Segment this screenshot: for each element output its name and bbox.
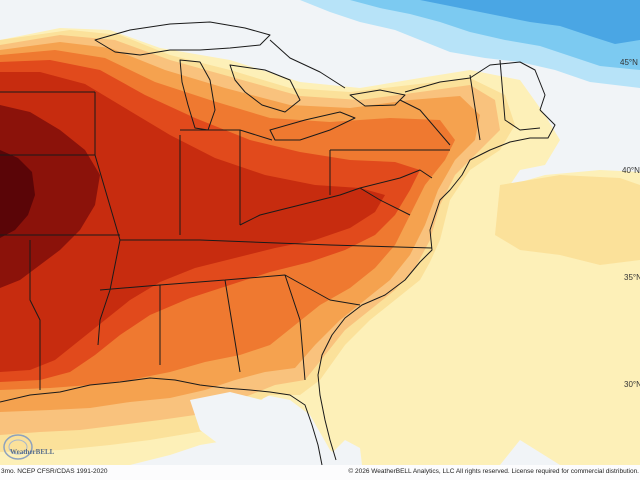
red-anomaly-region (0, 72, 385, 372)
footer-bar (0, 465, 640, 480)
logo-text: WeatherBELL (10, 448, 55, 456)
lake-erie-outline (269, 111, 356, 141)
atlantic-coastline (317, 109, 556, 461)
lat-label-40: 40°N (622, 166, 640, 175)
neutral-gulf-patch (190, 392, 300, 465)
dark-red-anomaly-region (0, 105, 100, 288)
weatherbell-logo (3, 434, 33, 460)
lat-label-30: 30°N (624, 380, 640, 389)
medium-blue-anomaly-region (420, 0, 640, 44)
yellow-ocean-patch-south (470, 280, 640, 395)
lake-superior-outline (94, 21, 271, 56)
neutral-bahamas-patch (330, 440, 362, 465)
footer-source: 3mo. NCEP CFSR/CDAS 1991-2020 (1, 468, 108, 475)
footer-copyright: © 2026 WeatherBELL Analytics, LLC All ri… (348, 468, 639, 475)
coastlines-and-borders (0, 21, 556, 466)
deepest-red-anomaly-region (0, 150, 35, 238)
lat-label-45: 45°N (620, 58, 638, 67)
lake-huron-outline (229, 64, 301, 113)
gulf-coastline (0, 377, 323, 466)
lat-label-35: 35°N (624, 273, 640, 282)
yellow-ocean-patch (495, 175, 640, 265)
state-border-lines (0, 59, 541, 390)
us-canada-border (0, 39, 546, 111)
